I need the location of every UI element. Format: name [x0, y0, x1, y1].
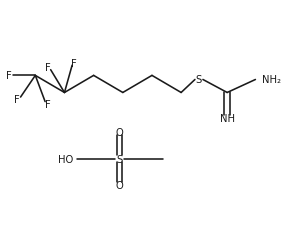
Text: S: S: [196, 74, 202, 84]
Text: F: F: [71, 59, 76, 69]
Text: O: O: [116, 128, 124, 138]
Text: F: F: [6, 71, 12, 81]
Text: NH: NH: [220, 113, 235, 123]
Text: O: O: [116, 180, 124, 190]
Text: F: F: [14, 95, 20, 105]
Text: HO: HO: [58, 154, 73, 164]
Text: F: F: [45, 63, 50, 73]
Text: F: F: [45, 99, 50, 109]
Text: NH₂: NH₂: [262, 74, 281, 84]
Text: S: S: [117, 154, 123, 164]
